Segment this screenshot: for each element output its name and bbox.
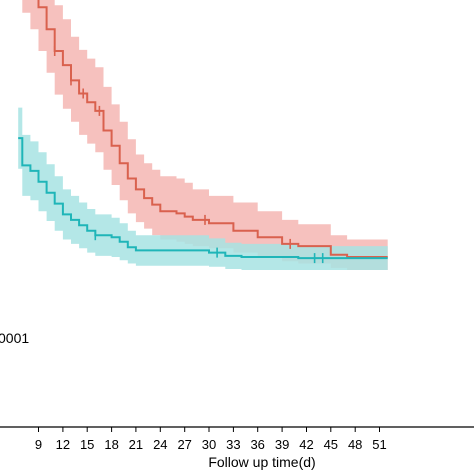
x-tick-label-10: 39 [275, 437, 289, 452]
censor-marks [53, 46, 324, 264]
x-tick-label-1: 12 [56, 437, 70, 452]
x-tick-label-14: 51 [372, 437, 386, 452]
survival-line-0 [37, 0, 388, 258]
x-tick-label-6: 27 [177, 437, 191, 452]
x-tick-label-5: 24 [153, 437, 167, 452]
x-tick-label-13: 48 [348, 437, 362, 452]
x-axis-title: Follow up time(d) [208, 454, 315, 470]
x-tick-label-12: 45 [324, 437, 338, 452]
x-tick-label-4: 21 [129, 437, 143, 452]
confidence-bands [18, 0, 388, 270]
x-tick-label-8: 33 [226, 437, 240, 452]
x-tick-label-9: 36 [250, 437, 264, 452]
confidence-band-1 [18, 107, 388, 270]
x-tick-label-2: 15 [80, 437, 94, 452]
p-value-annotation: 0001 [0, 330, 29, 346]
x-tick-label-0: 9 [35, 437, 42, 452]
x-tick-label-7: 30 [202, 437, 216, 452]
x-axis-ticks: 9 12 15 18 21 24 27 30 33 36 39 42 45 48 51 [35, 427, 387, 452]
x-tick-label-3: 18 [104, 437, 118, 452]
x-tick-label-11: 42 [299, 437, 313, 452]
